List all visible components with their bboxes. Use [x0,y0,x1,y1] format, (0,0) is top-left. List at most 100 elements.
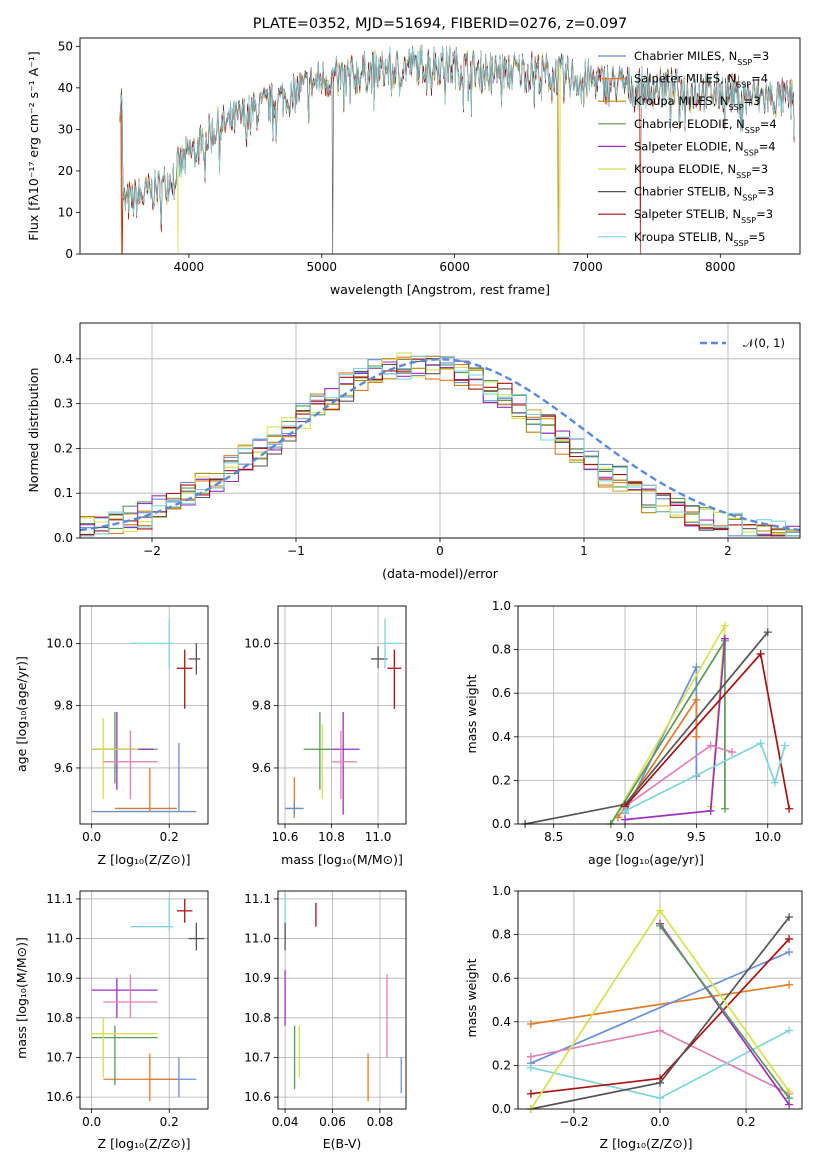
normal-legend-label: 𝒩(0, 1) [743,336,785,350]
legend-entry: Salpeter STELIB, NSSP=3 [634,207,773,225]
legend-value: =3 [757,185,774,199]
histogram-series [80,356,800,537]
weight-point-marker [785,1094,794,1103]
weight-point-marker [785,948,794,957]
mass-xlabel: mass [log₁₀(M/M⊙)] [281,852,403,867]
y-tick-label: 10.7 [46,1050,73,1064]
x-tick-label: 0.0 [82,1115,101,1129]
weight-point-marker [785,1026,794,1035]
weight-point-marker [621,806,630,815]
weight-point-marker [720,804,729,813]
x-tick-label: 0.0 [650,1115,669,1129]
weight-series-line [610,637,726,825]
y-tick-label: 0.6 [492,971,511,985]
y-tick-label: 10.8 [244,1011,271,1025]
weight-series-line [530,983,790,1025]
legend-entry: Kroupa STELIB, NSSP=5 [634,230,765,248]
x-tick-label: 0.0 [82,830,101,844]
Z-xlabel-top: Z [log₁₀(Z/Z⊙)] [98,852,191,867]
y-tick-label: 20 [58,164,73,178]
x-tick-label: −1 [287,544,305,558]
weight-point-marker [785,804,794,813]
y-tick-label: 0.4 [492,1015,511,1029]
y-tick-label: 0.3 [54,397,73,411]
y-tick-label: 10.6 [46,1090,73,1104]
y-tick-label: 9.8 [54,699,73,713]
y-tick-label: 10 [58,205,73,219]
weight-point-marker [692,663,701,672]
y-tick-label: 0.8 [492,928,511,942]
y-tick-label: 0.6 [492,686,511,700]
legend-entry: Salpeter ELODIE, NSSP=4 [634,139,776,157]
spectrum-panel: 4000 5000 6000 7000 8000 0 10 20 30 40 50 Chabrier … [58,37,801,274]
y-tick-label: 0.1 [54,486,73,500]
weight-ylabel-bottom: mass weight [464,958,479,1037]
y-tick-label: 10.0 [46,636,73,650]
x-tick-label: 9.0 [615,830,634,844]
legend-value: =4 [760,117,777,131]
weight-point-marker [720,634,729,643]
legend-value: =3 [744,94,761,108]
weight-series-line [524,631,769,825]
weight-series-line [530,951,790,1064]
x-tick-label: 5000 [306,260,337,274]
weight-point-marker [785,934,794,943]
legend-subscript: SSP [742,193,757,202]
x-tick-label: 0.04 [272,1115,299,1129]
weight-ylabel-top: mass weight [464,674,479,753]
weight-point-marker [770,778,779,787]
axes-frame [79,37,801,255]
x-tick-label: 1 [580,544,588,558]
y-tick-label: 0.4 [492,730,511,744]
weight-point-marker [780,741,789,750]
spectrum-series-line [119,46,795,225]
residual-ylabel: Normed distribution [26,368,41,493]
y-tick-label: 11.1 [46,892,73,906]
weight-point-marker [706,806,715,815]
y-tick-label: 10.7 [244,1050,271,1064]
axes-frame [517,890,803,1110]
x-tick-label: 0.2 [160,1115,179,1129]
weight-vs-metallicity-panel: −0.2 0.0 0.2 0.0 0.2 0.4 0.6 0.8 1.0 [492,884,803,1129]
y-tick-label: 0 [65,247,73,261]
axes-frame [517,605,803,825]
y-tick-label: 0.0 [492,1102,511,1116]
y-tick-label: 0.2 [54,441,73,455]
residual-panel: −2 −1 0 1 2 0.0 0.1 0.2 0.3 0.4 [54,322,801,558]
legend-entry: Chabrier MILES, NSSP=3 [634,49,769,67]
age-vs-metallicity-panel: 0.0 0.2 9.6 9.8 10.0 [46,605,209,844]
y-tick-label: 10.0 [244,636,271,650]
y-tick-label: 10.8 [46,1011,73,1025]
weight-point-marker [526,1019,535,1028]
x-tick-label: 11.0 [365,830,392,844]
y-tick-label: 0.4 [54,352,73,366]
weight-point-marker [756,649,765,658]
axes-frame [79,890,209,1110]
y-tick-label: 1.0 [492,884,511,898]
y-tick-label: 50 [58,39,73,53]
age-xlabel: age [log₁₀(age/yr)] [588,852,704,867]
spectrum-xlabel: wavelength [Angstrom, rest frame] [330,282,550,297]
y-tick-label: 0.8 [492,643,511,657]
weight-point-marker [526,1052,535,1061]
legend-subscript: SSP [729,103,744,112]
weight-point-marker [756,739,765,748]
weight-point-marker [785,980,794,989]
weight-point-marker [728,748,737,757]
weight-point-marker [785,913,794,922]
y-tick-label: 11.0 [244,932,271,946]
weight-series-line [624,652,791,809]
weight-point-marker [656,1094,664,1103]
axes-frame [277,890,407,1110]
weight-point-marker [656,1026,664,1035]
x-tick-label: 0.2 [160,830,179,844]
weight-point-marker [621,815,630,824]
legend-value: =3 [756,207,773,221]
axes-frame [79,605,209,825]
x-tick-label: −0.2 [559,1115,588,1129]
x-tick-label: 9.5 [687,830,706,844]
legend-value: =4 [759,139,776,153]
Z-xlabel-bottom: Z [log₁₀(Z/Z⊙)] [98,1136,191,1151]
weight-point-marker [656,906,664,915]
x-tick-label: 7000 [572,260,603,274]
